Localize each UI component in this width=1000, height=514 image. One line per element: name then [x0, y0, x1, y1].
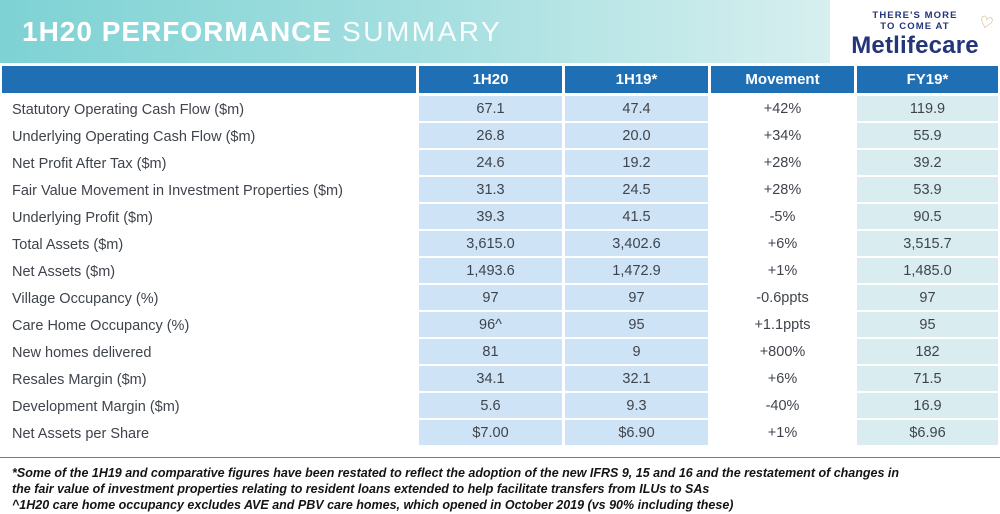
cell-movement: +28%: [711, 150, 854, 177]
cell-1h20: $7.00: [419, 420, 562, 447]
cell-1h20: 39.3: [419, 204, 562, 231]
footnote-line-3: ^1H20 care home occupancy excludes AVE a…: [12, 498, 734, 512]
cell-fy19: $6.96: [857, 420, 998, 447]
cell-movement: -0.6ppts: [711, 285, 854, 312]
footnote: *Some of the 1H19 and comparative figure…: [0, 457, 1000, 513]
slide-title-light: SUMMARY: [342, 15, 503, 47]
cell-1h19: 1,472.9: [565, 258, 708, 285]
header-row-label-column: [2, 66, 416, 96]
cell-1h19: 24.5: [565, 177, 708, 204]
logo-brand-name: Metlifecare: [851, 32, 979, 59]
cell-1h20: 5.6: [419, 393, 562, 420]
cell-1h19: 95: [565, 312, 708, 339]
cell-fy19: 16.9: [857, 393, 998, 420]
row-label: Underlying Profit ($m): [2, 204, 416, 231]
cell-movement: -5%: [711, 204, 854, 231]
cell-fy19: 182: [857, 339, 998, 366]
cell-1h19: 47.4: [565, 96, 708, 123]
row-label: Development Margin ($m): [2, 393, 416, 420]
cell-movement: +6%: [711, 231, 854, 258]
cell-fy19: 90.5: [857, 204, 998, 231]
cell-fy19: 53.9: [857, 177, 998, 204]
cell-fy19: 3,515.7: [857, 231, 998, 258]
cell-movement: +34%: [711, 123, 854, 150]
cell-fy19: 1,485.0: [857, 258, 998, 285]
cell-movement: -40%: [711, 393, 854, 420]
row-label: Net Assets per Share: [2, 420, 416, 447]
cell-movement: +800%: [711, 339, 854, 366]
cell-1h19: 97: [565, 285, 708, 312]
cell-1h20: 1,493.6: [419, 258, 562, 285]
cell-1h19: 32.1: [565, 366, 708, 393]
cell-1h20: 34.1: [419, 366, 562, 393]
cell-fy19: 39.2: [857, 150, 998, 177]
cell-1h19: 19.2: [565, 150, 708, 177]
logo-tagline-line1: THERE'S MORE: [872, 10, 958, 21]
row-label: Resales Margin ($m): [2, 366, 416, 393]
slide-title-banner: 1H20 PERFORMANCE SUMMARY: [0, 0, 832, 63]
cell-movement: +1%: [711, 258, 854, 285]
performance-table: 1H20 1H19* Movement FY19* Statutory Oper…: [2, 66, 998, 447]
cell-fy19: 71.5: [857, 366, 998, 393]
cell-movement: +6%: [711, 366, 854, 393]
cell-fy19: 119.9: [857, 96, 998, 123]
metlifecare-logo: THERE'S MORE TO COME AT Metlifecare ♡: [830, 0, 1000, 66]
cell-fy19: 97: [857, 285, 998, 312]
logo-tagline-line2: TO COME AT: [880, 21, 950, 32]
cell-fy19: 95: [857, 312, 998, 339]
row-label: Statutory Operating Cash Flow ($m): [2, 96, 416, 123]
row-label: Underlying Operating Cash Flow ($m): [2, 123, 416, 150]
row-label: Net Assets ($m): [2, 258, 416, 285]
footnote-line-2: the fair value of investment properties …: [12, 482, 710, 496]
cell-1h20: 3,615.0: [419, 231, 562, 258]
cell-1h20: 97: [419, 285, 562, 312]
cell-1h19: 9: [565, 339, 708, 366]
cell-1h19: 3,402.6: [565, 231, 708, 258]
cell-1h20: 81: [419, 339, 562, 366]
cell-fy19: 55.9: [857, 123, 998, 150]
slide-title-bold: 1H20 PERFORMANCE: [22, 15, 333, 47]
row-label: New homes delivered: [2, 339, 416, 366]
cell-1h19: 20.0: [565, 123, 708, 150]
row-label: Net Profit After Tax ($m): [2, 150, 416, 177]
cell-movement: +28%: [711, 177, 854, 204]
cell-movement: +1.1ppts: [711, 312, 854, 339]
header-1h19: 1H19*: [565, 66, 708, 96]
cell-movement: +1%: [711, 420, 854, 447]
cell-1h20: 67.1: [419, 96, 562, 123]
cell-1h20: 26.8: [419, 123, 562, 150]
row-label: Village Occupancy (%): [2, 285, 416, 312]
header-1h20: 1H20: [419, 66, 562, 96]
row-label: Total Assets ($m): [2, 231, 416, 258]
cell-1h19: 41.5: [565, 204, 708, 231]
header-fy19: FY19*: [857, 66, 998, 96]
cell-movement: +42%: [711, 96, 854, 123]
cell-1h19: 9.3: [565, 393, 708, 420]
cell-1h20: 96^: [419, 312, 562, 339]
row-label: Fair Value Movement in Investment Proper…: [2, 177, 416, 204]
header-movement: Movement: [711, 66, 854, 96]
footnote-line-1: *Some of the 1H19 and comparative figure…: [12, 466, 900, 480]
cell-1h20: 24.6: [419, 150, 562, 177]
cell-1h20: 31.3: [419, 177, 562, 204]
row-label: Care Home Occupancy (%): [2, 312, 416, 339]
cell-1h19: $6.90: [565, 420, 708, 447]
